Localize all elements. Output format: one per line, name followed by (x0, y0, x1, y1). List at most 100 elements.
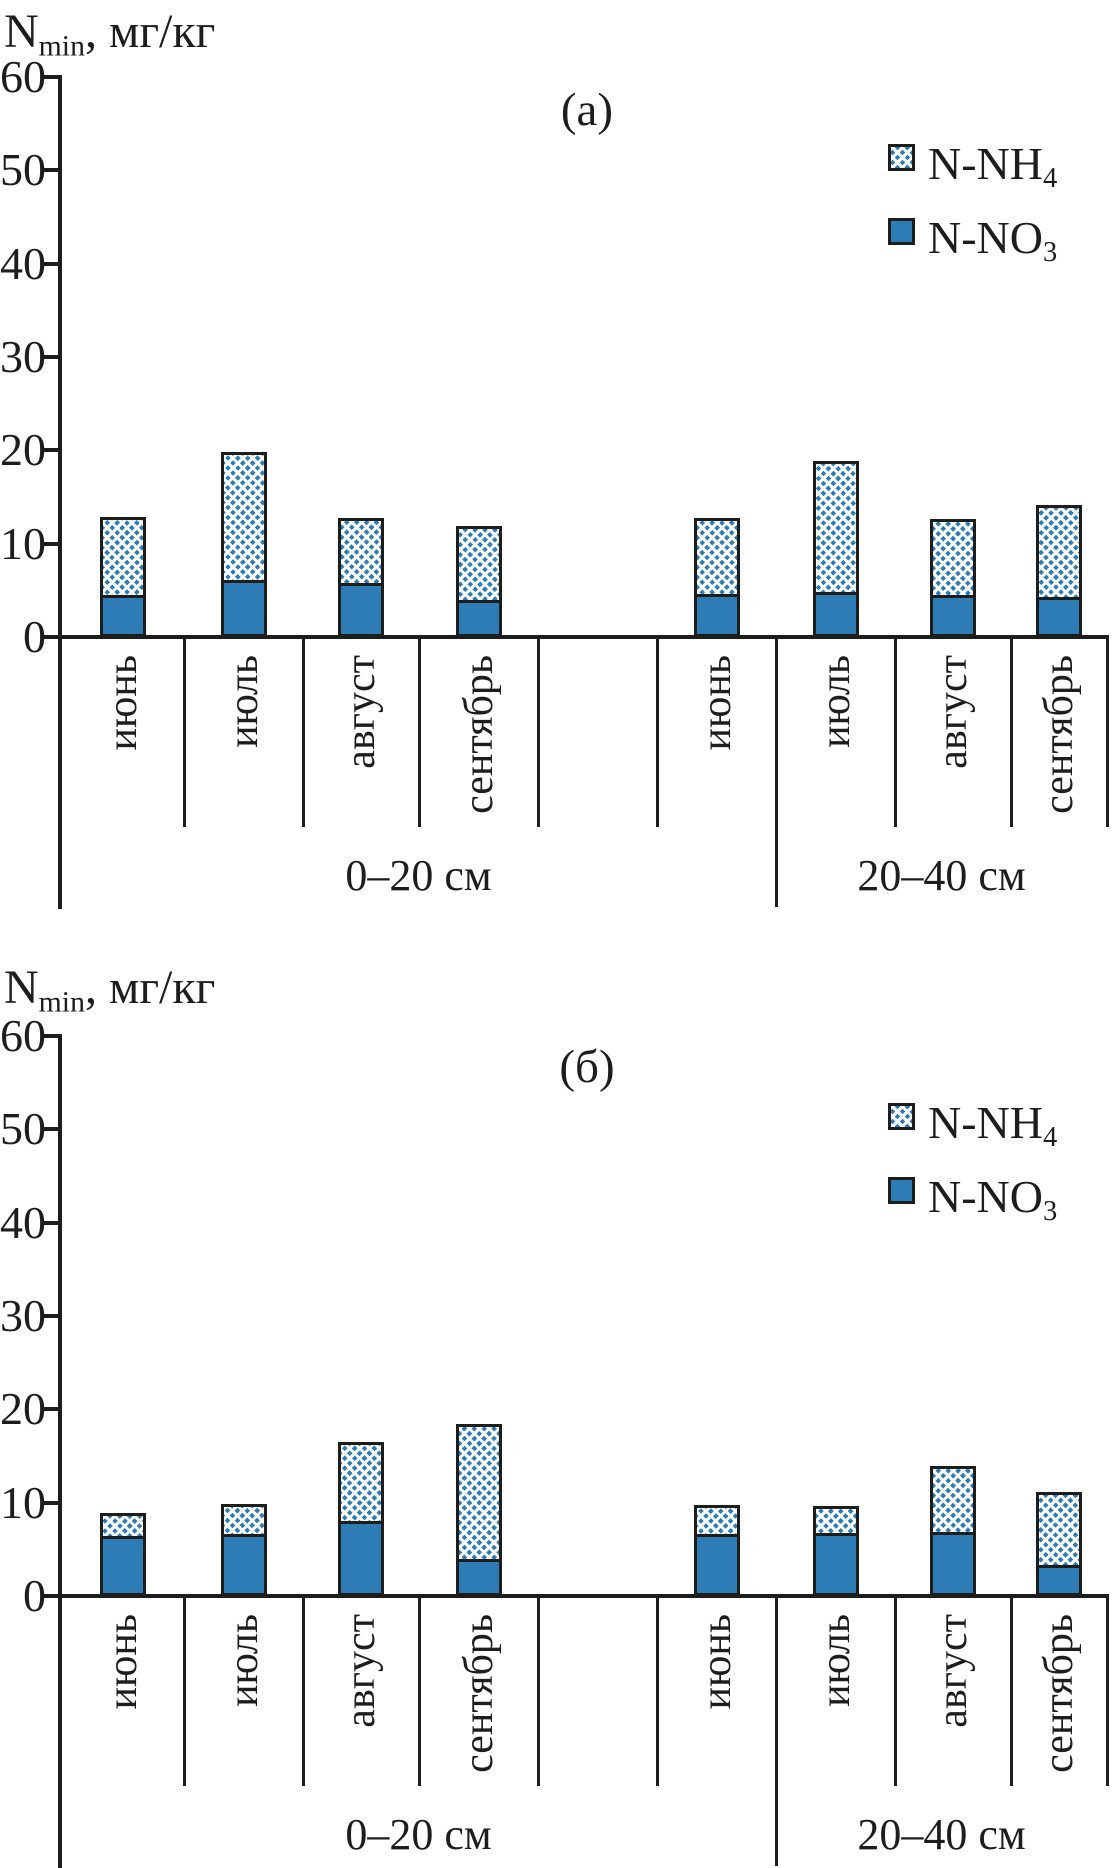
bar-segment-nnh4 (102, 1515, 143, 1537)
month-label: август (338, 655, 384, 769)
month-label: июль (812, 1614, 859, 1707)
legend-label-nno3-subscript: 3 (1042, 1195, 1058, 1227)
bar-segment-nnh4 (1039, 508, 1079, 597)
bar-segment-nno3 (933, 1532, 973, 1593)
month-separator-line (894, 637, 897, 827)
y-tick-label: 50 (0, 1103, 46, 1155)
stacked-bar (455, 525, 502, 637)
legend-label-nnh4: N-NH4 (928, 1099, 1057, 1162)
depth-group-label: 0–20 см (345, 1810, 492, 1859)
y-axis-line (58, 1034, 62, 1868)
y-axis-title-units: , мг/кг (84, 961, 216, 1014)
y-axis-title: Nmin, мг/кг (4, 962, 215, 1028)
month-separator-line (656, 637, 659, 827)
month-separator-line (418, 1596, 421, 1786)
legend-label-nnh4-subscript: 4 (1042, 162, 1058, 194)
legend-swatch-solid-icon (888, 218, 915, 245)
y-tick-label: 20 (0, 424, 46, 476)
bar-segment-nnh4 (1039, 1495, 1079, 1565)
legend-label-nno3-subscript: 3 (1042, 236, 1058, 268)
x-axis-line (58, 1594, 1109, 1598)
legend-label-nno3-text: N-NO (928, 1171, 1043, 1222)
bar-segment-nnh4 (815, 463, 856, 592)
month-label: июль (220, 655, 267, 748)
y-axis-title-sub: min (38, 29, 85, 63)
bar-segment-nnh4 (458, 1427, 499, 1560)
y-tick-label: 10 (0, 1476, 46, 1528)
month-separator-line (302, 637, 305, 827)
stacked-bar (693, 1504, 740, 1596)
stacked-bar (693, 517, 740, 637)
x-axis-line (58, 635, 1109, 639)
month-label: август (338, 1614, 384, 1728)
y-tick-label: 30 (0, 331, 46, 382)
bar-segment-nno3 (696, 593, 737, 634)
y-tick-mark (44, 1127, 58, 1132)
month-label: июнь (99, 655, 146, 751)
month-separator-line (183, 1596, 186, 1786)
legend-swatch-hatched-icon (888, 144, 915, 171)
y-tick-label: 60 (0, 1010, 46, 1061)
stacked-bar (220, 452, 267, 637)
y-tick-mark (44, 75, 58, 79)
y-axis-line (58, 75, 62, 909)
month-separator-line (656, 1596, 659, 1786)
y-tick-mark (44, 168, 58, 173)
bar-segment-nno3 (458, 600, 499, 634)
y-tick-label: 40 (0, 1196, 46, 1248)
month-separator-line (537, 637, 540, 827)
y-tick-mark (44, 541, 58, 546)
panel-label-a: (а) (560, 84, 614, 136)
y-axis-title-units: , мг/кг (84, 5, 216, 58)
month-separator-line (1106, 1596, 1109, 1786)
month-separator-line (183, 637, 186, 827)
legend-label-nno3-text: N-NO (928, 212, 1043, 263)
stacked-bar (812, 1506, 859, 1596)
month-label: июль (220, 1614, 267, 1707)
stacked-bar (930, 519, 976, 637)
stacked-bar (99, 516, 146, 637)
month-separator-line (1106, 637, 1109, 827)
y-tick-mark (44, 1407, 58, 1412)
y-tick-mark (44, 1220, 58, 1225)
y-tick-label: 40 (0, 237, 46, 289)
stacked-bar (338, 517, 384, 637)
bar-segment-nno3 (458, 1559, 499, 1593)
bar-segment-nno3 (102, 594, 143, 634)
depth-group-label: 20–40 см (857, 851, 1026, 900)
bar-segment-nnh4 (933, 1469, 973, 1533)
y-axis-title: Nmin, мг/кг (4, 6, 215, 72)
bar-segment-nnh4 (102, 519, 143, 595)
month-label: сентябрь (1036, 655, 1082, 814)
group-separator-line (775, 637, 778, 907)
legend-label-nnh4-subscript: 4 (1042, 1121, 1058, 1153)
bar-segment-nno3 (341, 582, 381, 634)
month-label: июнь (693, 1614, 740, 1710)
month-label: сентябрь (455, 1614, 502, 1773)
bar-segment-nno3 (1039, 1564, 1079, 1593)
month-separator-line (1010, 637, 1013, 827)
group-separator-line (775, 1596, 778, 1866)
y-tick-label: 10 (0, 517, 46, 569)
y-tick-mark (44, 448, 58, 453)
y-tick-label: 20 (0, 1383, 46, 1435)
y-tick-label: 0 (23, 1570, 46, 1621)
stacked-bar (338, 1442, 384, 1596)
bar-segment-nnh4 (223, 1506, 264, 1535)
month-label: июнь (693, 655, 740, 751)
stacked-bar (220, 1503, 267, 1596)
month-label: август (930, 655, 976, 769)
legend-swatch-hatched-icon (888, 1103, 915, 1130)
bar-segment-nnh4 (458, 528, 499, 601)
bar-segment-nnh4 (696, 1507, 737, 1535)
legend-label-nnh4-text: N-NH (928, 138, 1043, 189)
legend-label-nnh4: N-NH4 (928, 140, 1057, 203)
legend-label-nno3: N-NO3 (928, 214, 1057, 277)
month-label: август (930, 1614, 976, 1728)
bar-segment-nno3 (102, 1536, 143, 1593)
bar-segment-nnh4 (933, 522, 973, 595)
bar-segment-nno3 (933, 594, 973, 634)
y-tick-mark (44, 355, 58, 359)
month-label: сентябрь (1036, 1614, 1082, 1773)
